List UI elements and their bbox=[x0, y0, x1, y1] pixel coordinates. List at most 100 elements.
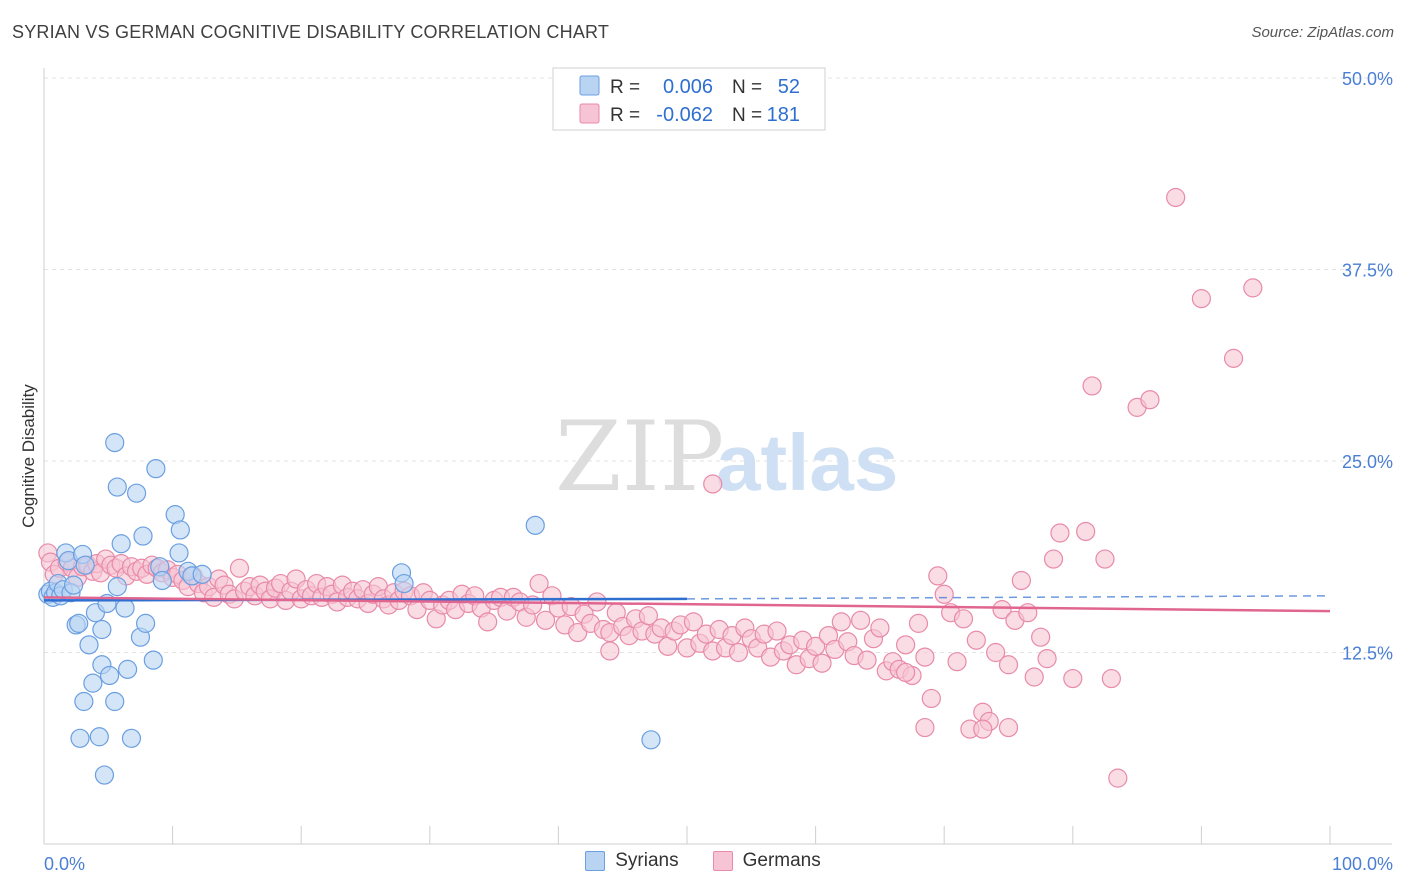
series-legend: Syrians Germans bbox=[0, 850, 1406, 872]
legend-item-syrians: Syrians bbox=[585, 850, 679, 872]
syrians-point-28 bbox=[115, 598, 135, 618]
chart-title: SYRIAN VS GERMAN COGNITIVE DISABILITY CO… bbox=[12, 22, 610, 42]
germans-point-108 bbox=[638, 606, 659, 626]
syrians-point-30 bbox=[121, 728, 142, 748]
germans-point-144 bbox=[870, 618, 890, 638]
syrians-point-33 bbox=[133, 526, 153, 546]
x-tick-label-min: 0.0% bbox=[44, 854, 85, 874]
germans-point-157 bbox=[953, 609, 974, 629]
germans-point-177 bbox=[1101, 668, 1121, 689]
germans-point-153 bbox=[928, 566, 948, 586]
legend-swatch-syrians bbox=[579, 75, 600, 96]
germans-point-122 bbox=[728, 642, 749, 663]
germans-point-168 bbox=[1024, 667, 1044, 687]
germans-point-164 bbox=[998, 655, 1019, 675]
legend-n-label-germans: N = bbox=[732, 105, 762, 126]
germans-point-135 bbox=[812, 653, 832, 673]
germans-point-138 bbox=[831, 612, 851, 632]
germans-point-100 bbox=[587, 592, 607, 612]
germans-point-181 bbox=[1166, 187, 1186, 208]
germans-point-185 bbox=[703, 474, 723, 494]
syrians-point-19 bbox=[74, 691, 94, 712]
legend-r-value-germans: -0.062 bbox=[656, 104, 713, 126]
syrians-point-46 bbox=[105, 433, 125, 453]
watermark-zip: ZIP bbox=[555, 401, 724, 513]
germans-point-159 bbox=[966, 630, 986, 650]
germans-point-141 bbox=[851, 610, 871, 630]
legend-label-syrians: Syrians bbox=[615, 850, 679, 871]
germans-point-171 bbox=[1043, 549, 1064, 569]
legend-swatch-germans-bottom bbox=[712, 851, 733, 871]
legend-n-label-syrians: N = bbox=[732, 77, 762, 98]
syrians-point-35 bbox=[143, 650, 163, 670]
syrians-point-50 bbox=[641, 730, 661, 750]
germans-point-180 bbox=[1140, 390, 1160, 410]
germans-point-169 bbox=[1031, 627, 1051, 647]
legend-swatch-syrians-bottom bbox=[585, 851, 606, 871]
germans-point-163 bbox=[992, 600, 1012, 620]
axes bbox=[43, 68, 1392, 845]
syrians-point-51 bbox=[107, 577, 127, 597]
syrians-point-48 bbox=[394, 573, 414, 594]
germans-point-170 bbox=[1037, 649, 1057, 669]
legend-item-germans: Germans bbox=[712, 850, 821, 872]
syrians-point-14 bbox=[75, 555, 95, 575]
germans-point-92 bbox=[535, 610, 556, 630]
syrians-point-24 bbox=[99, 665, 120, 686]
syrians-point-20 bbox=[92, 619, 112, 640]
germans-point-186 bbox=[973, 719, 993, 739]
syrians-point-16 bbox=[83, 673, 103, 693]
watermark: ZIP atlas bbox=[555, 401, 898, 513]
legend-r-label-syrians: R = bbox=[610, 77, 640, 98]
y-tick-label-3: 50.0% bbox=[1342, 69, 1393, 89]
stats-legend: R = 0.006 N = 52 R = -0.062 N = 181 bbox=[552, 67, 826, 131]
syrians-point-22 bbox=[94, 765, 115, 785]
x-tick-label-max: 100.0% bbox=[1332, 854, 1393, 874]
chart-source: Source: ZipAtlas.com bbox=[1251, 24, 1394, 41]
germans-point-188 bbox=[600, 641, 620, 661]
germans-point-174 bbox=[1076, 521, 1096, 542]
y-tick-label-0: 12.5% bbox=[1342, 644, 1393, 664]
legend-swatch-germans bbox=[579, 103, 600, 124]
y-axis-label: Cognitive Disability bbox=[19, 384, 38, 528]
germans-point-150 bbox=[908, 613, 929, 633]
legend-r-label-germans: R = bbox=[610, 105, 640, 126]
syrians-point-12 bbox=[69, 613, 89, 633]
trend-lines bbox=[43, 595, 1331, 613]
germans-point-175 bbox=[1082, 376, 1102, 396]
germans-point-91 bbox=[529, 573, 549, 594]
germans-point-166 bbox=[1011, 570, 1031, 591]
germans-point-83 bbox=[478, 612, 498, 632]
germans-point-176 bbox=[1095, 549, 1115, 569]
syrians-point-25 bbox=[105, 691, 125, 712]
germans-point-173 bbox=[1063, 668, 1083, 689]
germans-point-187 bbox=[998, 717, 1019, 738]
legend-label-germans: Germans bbox=[742, 850, 821, 871]
germans-point-190 bbox=[896, 662, 916, 683]
germans-point-189 bbox=[915, 717, 935, 738]
y-tick-label-2: 37.5% bbox=[1342, 261, 1393, 281]
syrians-point-49 bbox=[525, 515, 545, 535]
series-syrians-points bbox=[38, 433, 661, 785]
germans-point-172 bbox=[1050, 523, 1070, 543]
syrians-point-36 bbox=[146, 459, 166, 479]
syrians-point-38 bbox=[152, 570, 172, 591]
germans-point-178 bbox=[1108, 768, 1128, 788]
germans-point-151 bbox=[915, 647, 935, 667]
series-germans-points bbox=[38, 187, 1263, 788]
legend-n-value-germans: 181 bbox=[767, 104, 800, 126]
germans-point-148 bbox=[896, 635, 916, 655]
syrians-point-29 bbox=[117, 659, 138, 679]
syrians-point-31 bbox=[126, 483, 147, 503]
watermark-atlas: atlas bbox=[716, 418, 898, 507]
syrians-point-27 bbox=[111, 534, 131, 554]
syrians-point-44 bbox=[192, 564, 212, 584]
tick-labels: 12.5% 25.0% 37.5% 50.0% 0.0% 100.0% bbox=[44, 69, 1393, 874]
germans-point-184 bbox=[1243, 278, 1263, 298]
germans-point-115 bbox=[683, 612, 704, 632]
syrians-point-10 bbox=[63, 575, 84, 595]
germans-point-167 bbox=[1018, 603, 1038, 623]
trend-line-germans bbox=[43, 596, 1331, 613]
trend-line-syrians-extension bbox=[686, 595, 1331, 600]
syrians-point-15 bbox=[79, 635, 99, 655]
